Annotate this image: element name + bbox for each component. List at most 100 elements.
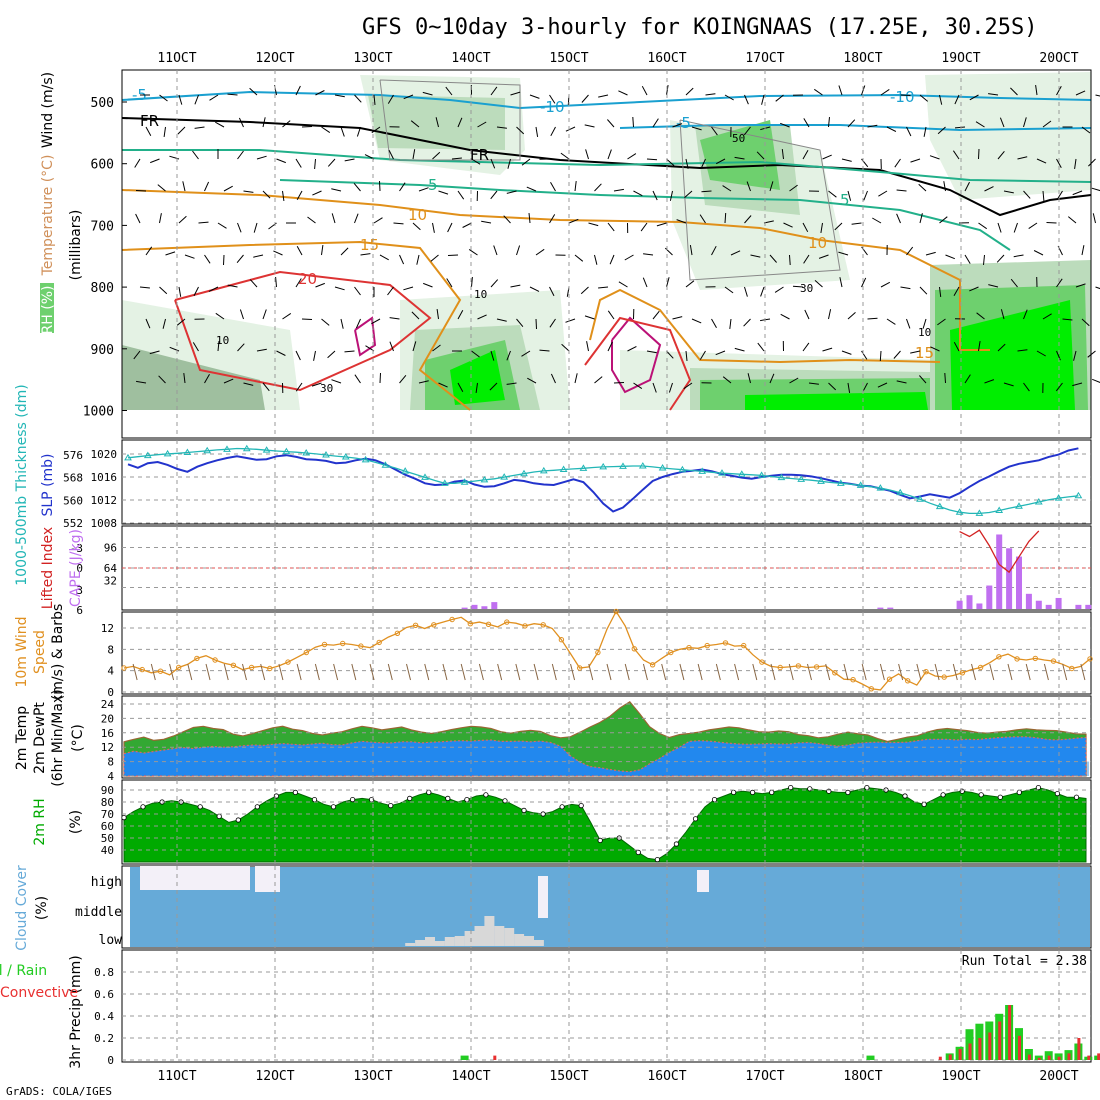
wind-barb xyxy=(668,382,673,393)
wind-tick-label: 12 xyxy=(101,622,114,635)
wind-barb xyxy=(215,121,225,128)
wind-barb xyxy=(165,251,176,256)
temp-axis-label-4: (°C) xyxy=(70,724,86,752)
precip-convective-bar xyxy=(1097,1053,1100,1060)
wind-speed-marker xyxy=(558,637,565,643)
wind-speed-marker xyxy=(886,676,893,682)
wind-barb xyxy=(445,86,453,96)
thickness-marker xyxy=(658,464,667,471)
wind-speed-marker xyxy=(139,666,145,673)
thickness-marker xyxy=(460,478,469,485)
wind-barb xyxy=(178,94,183,105)
wind-barb xyxy=(666,85,669,96)
wind-barb xyxy=(669,190,673,201)
temp-axis-label-1: 2m Temp xyxy=(14,706,30,770)
wind-barb xyxy=(954,94,960,105)
wind-barb xyxy=(722,376,732,384)
rh-shade-region xyxy=(950,300,1075,410)
rh-contour-label: 30 xyxy=(320,382,333,395)
wind-barb xyxy=(192,150,199,160)
wind-barb xyxy=(910,350,921,354)
wind-barb xyxy=(157,184,166,192)
contour-label: 5 xyxy=(840,191,850,209)
temperature-contour xyxy=(121,240,471,411)
rh2m-marker xyxy=(349,796,356,803)
wind-barb xyxy=(354,213,359,224)
wind-speed-marker xyxy=(977,664,984,671)
wind-barb xyxy=(535,126,539,137)
temperature-contour xyxy=(354,316,377,357)
wind-barb xyxy=(743,318,751,327)
temperature-contour xyxy=(619,124,1092,132)
wind-speed-marker xyxy=(631,646,637,652)
wind-barb xyxy=(1035,85,1038,96)
surface-wind-barb xyxy=(807,663,812,681)
rh2m-marker xyxy=(1016,789,1022,796)
wind-barb xyxy=(399,254,405,265)
wind-barb xyxy=(253,254,264,258)
wind-barb xyxy=(321,245,324,256)
lifted-index-tick-label: 3 xyxy=(76,584,83,597)
wind-barb xyxy=(471,276,473,288)
contour-label: -5 xyxy=(132,86,147,104)
wind-speed-marker xyxy=(959,670,966,676)
wind-barb xyxy=(355,318,361,329)
temp-axis-label-2: 2m DewPt xyxy=(32,702,48,774)
wind-panel-frame xyxy=(121,611,1092,695)
wind-barb xyxy=(664,247,673,256)
rh-legend-swatch xyxy=(40,283,54,333)
rh2m-tick-label: 70 xyxy=(101,808,114,821)
wind-barb xyxy=(953,286,960,296)
upper-air-frame xyxy=(121,69,1092,439)
wind-barb xyxy=(432,151,441,160)
wind-barb xyxy=(618,90,628,96)
surface-wind-barb xyxy=(642,663,648,681)
wind-speed-marker xyxy=(540,622,546,628)
wind-barb xyxy=(851,222,862,225)
cape-tick-label: 96 xyxy=(104,542,117,555)
wind-barb xyxy=(997,150,1005,160)
precip-tick-label: 0.8 xyxy=(94,966,114,979)
wind-speed-marker xyxy=(1087,656,1093,662)
wind-barb xyxy=(159,94,168,102)
wind-barb xyxy=(743,126,751,136)
x-tick-label-top: 12OCT xyxy=(255,51,294,66)
thickness-tick-label: 552 xyxy=(63,517,83,530)
low-cloud-bar xyxy=(454,936,465,946)
wind-barb xyxy=(1073,350,1077,361)
wind-barb xyxy=(900,286,911,290)
precip-convective-bar xyxy=(1067,1053,1071,1060)
wind-barb xyxy=(939,94,943,105)
wind-barb xyxy=(607,310,615,320)
wind-barb xyxy=(715,158,726,165)
wind-barb xyxy=(432,344,441,352)
cloud-layer-label: high xyxy=(91,875,122,890)
thickness-marker xyxy=(302,449,311,456)
wind-barb xyxy=(182,181,186,192)
wind-barb xyxy=(1036,158,1047,164)
wind-speed-marker xyxy=(194,655,200,662)
wind-barb xyxy=(939,286,942,297)
temperature-contour xyxy=(584,316,692,411)
wind-barb xyxy=(802,222,809,233)
precip-tick-label: 0.4 xyxy=(94,1010,114,1023)
cape-bar xyxy=(1055,597,1062,609)
wind-barb xyxy=(715,350,726,356)
surface-wind-barb xyxy=(369,663,375,681)
precip-convective-bar xyxy=(998,1021,1002,1060)
surface-wind-barb xyxy=(442,663,448,681)
wind-barb xyxy=(510,91,521,96)
wind-barb xyxy=(613,188,624,192)
rh2m-marker xyxy=(940,792,946,798)
rh2m-marker xyxy=(426,789,432,796)
wind-barb xyxy=(477,121,487,128)
wind-barb xyxy=(1023,190,1031,199)
wind-barb xyxy=(529,94,540,99)
thickness-marker xyxy=(143,451,152,459)
wind-barb xyxy=(159,213,162,224)
thickness-marker xyxy=(480,475,489,483)
thickness-marker xyxy=(955,508,964,515)
wind-barb xyxy=(149,350,160,355)
contour-label: 20 xyxy=(298,270,317,288)
